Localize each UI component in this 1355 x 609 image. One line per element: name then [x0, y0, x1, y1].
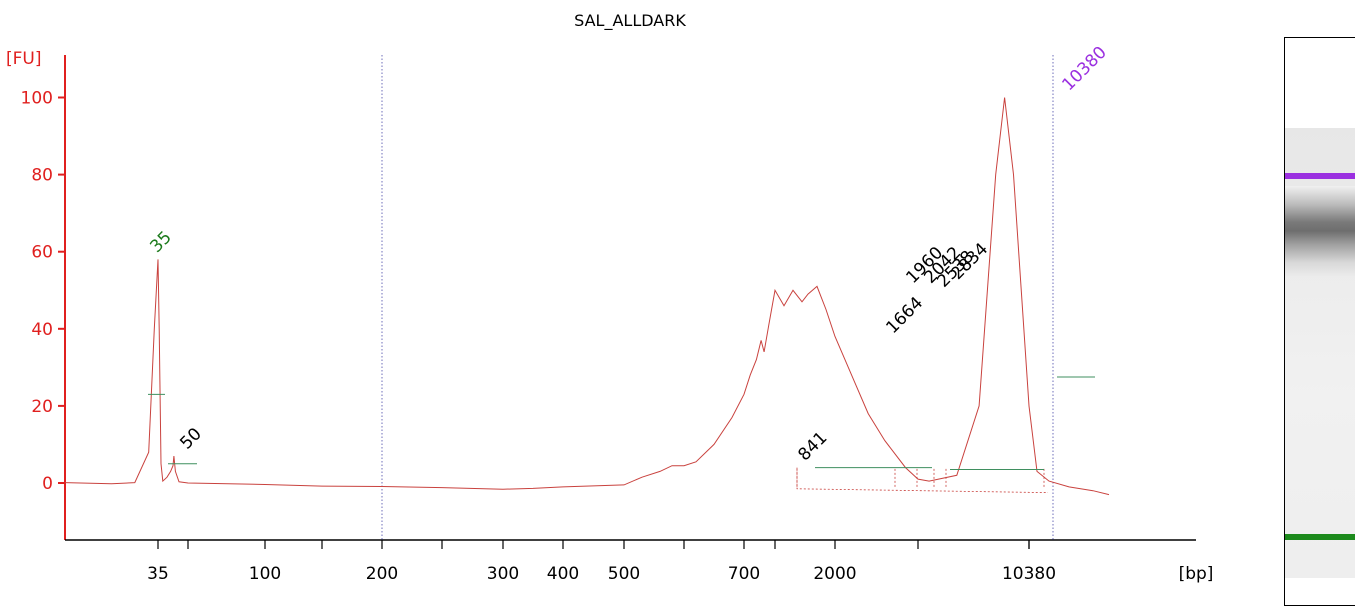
y-tick-label: 100: [21, 89, 53, 109]
x-tick-label: 200: [366, 564, 398, 584]
y-tick-label: 80: [31, 166, 53, 186]
y-tick-label: 40: [31, 320, 53, 340]
peak-label: 1664: [882, 293, 927, 338]
electropherogram-chart: SAL_ALLDARK [FU] [bp] 0 20 40 60 80 100 35 100 2…: [6, 11, 1214, 584]
x-tick-label: 10380: [1002, 564, 1056, 584]
x-tick-label: 700: [728, 564, 760, 584]
peak-label: 10380: [1058, 43, 1110, 95]
peak-label: 50: [176, 424, 205, 453]
y-tick-label: 60: [31, 243, 53, 263]
peak-label: 841: [794, 428, 831, 465]
plot-layer: 0 20 40 60 80 100 35 100 200 300 400 500 700 2000 1038…: [21, 43, 1196, 584]
x-tick-label: 400: [547, 564, 579, 584]
gel-band-upper-marker: [1285, 173, 1355, 179]
x-axis-label: [bp]: [1179, 564, 1214, 584]
x-tick-label: 300: [487, 564, 519, 584]
peak-label: 35: [146, 228, 175, 257]
x-tick-label: 35: [147, 564, 169, 584]
y-tick-label: 20: [31, 397, 53, 417]
gel-band-sample-smear: [1285, 186, 1355, 276]
region-baseline: [796, 467, 1049, 494]
x-tick-label: 500: [608, 564, 640, 584]
x-tick-label: 2000: [813, 564, 856, 584]
y-tick-label: 0: [42, 474, 53, 494]
x-tick-label: 100: [249, 564, 281, 584]
gel-lane: [1284, 37, 1355, 606]
y-axis-label: [FU]: [6, 49, 42, 69]
chart-title: SAL_ALLDARK: [574, 11, 686, 31]
electropherogram-trace: [64, 97, 1110, 496]
gel-band-lower-marker: [1285, 534, 1355, 540]
